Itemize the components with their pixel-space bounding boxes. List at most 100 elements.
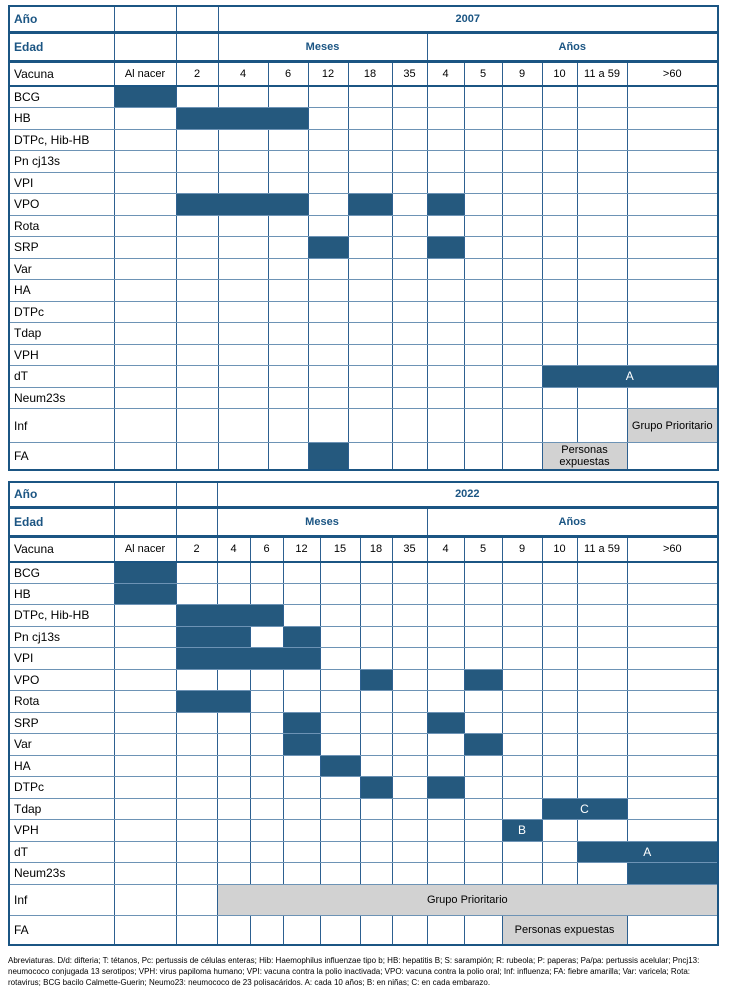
grid-cell [216, 862, 251, 885]
grid-cell [249, 582, 284, 605]
grid-cell [359, 754, 393, 777]
grid-cell [175, 85, 219, 108]
grid-cell [359, 797, 393, 820]
grid-cell [576, 150, 628, 173]
grid-cell [113, 343, 177, 366]
vaccine-row: SRP [8, 711, 719, 734]
grid-cell [463, 150, 503, 173]
grid-cell [576, 236, 628, 259]
grid-cell [307, 300, 349, 323]
tables-container: Año 2007 Edad Meses Años Vacuna Al nacer 2 4 6 12 1… [8, 5, 727, 946]
grid-cell [113, 150, 177, 173]
grid-cell [576, 386, 628, 409]
grid-cell [282, 582, 321, 605]
grid-cell [501, 797, 543, 820]
grid-cell [307, 171, 349, 194]
grid-cell [426, 322, 465, 345]
col-header: >60 [626, 536, 719, 563]
dose-cell [347, 193, 393, 216]
grid-cell [501, 128, 543, 151]
grid-cell [576, 343, 628, 366]
grid-cell [217, 279, 269, 302]
vaccine-row: SRP [8, 236, 719, 259]
grid-cell [626, 647, 719, 670]
grid-cell [282, 862, 321, 885]
grid-cell [576, 711, 628, 734]
grid-cell [249, 625, 284, 648]
grid-cell [426, 582, 465, 605]
grid-cell [249, 668, 284, 691]
vaccine-row: Neum23s [8, 862, 719, 885]
grid-cell [391, 150, 428, 173]
grid-cell [359, 733, 393, 756]
grid-cell [626, 300, 719, 323]
grid-cell [216, 668, 251, 691]
grid-cell [426, 819, 465, 842]
grid-cell [282, 914, 321, 946]
group-cell: Personas expuestas [501, 914, 628, 946]
col-header: 5 [463, 536, 503, 563]
grid-cell [463, 690, 503, 713]
grid-cell [626, 604, 719, 627]
grid-cell [391, 690, 428, 713]
vaccine-label: Neum23s [8, 862, 115, 885]
grid-cell [175, 819, 218, 842]
grid-cell [113, 386, 177, 409]
grid-cell [391, 322, 428, 345]
grid-cell [541, 171, 578, 194]
grid-cell [175, 279, 219, 302]
grid-cell [359, 647, 393, 670]
grid-cell [426, 150, 465, 173]
grid-cell [319, 582, 361, 605]
vaccine-label: Pn cj13s [8, 625, 115, 648]
vaccine-label: Var [8, 733, 115, 756]
grid-cell [626, 236, 719, 259]
grid-cell [391, 625, 428, 648]
col-header: >60 [626, 60, 719, 87]
dose-cell [426, 711, 465, 734]
grid-cell [282, 754, 321, 777]
vaccine-row: HB [8, 107, 719, 130]
grid-cell [347, 300, 393, 323]
grid-cell [501, 442, 543, 470]
grid-cell [113, 690, 177, 713]
grid-cell [501, 150, 543, 173]
grid-cell [426, 862, 465, 885]
grid-cell [217, 236, 269, 259]
grid-cell [113, 914, 177, 946]
dose-cell [626, 862, 719, 885]
col-header: 18 [347, 60, 393, 87]
grid-cell [463, 625, 503, 648]
grid-cell [463, 128, 503, 151]
grid-cell [391, 797, 428, 820]
grid-cell [541, 107, 578, 130]
age-row-label: Edad [8, 31, 115, 63]
grid-cell [463, 85, 503, 108]
grid-cell [175, 668, 218, 691]
col-header: 12 [307, 60, 349, 87]
vaccine-label: Inf [8, 883, 115, 916]
grid-cell [576, 819, 628, 842]
grid-cell [175, 776, 218, 799]
grid-cell [216, 819, 251, 842]
vaccine-label: VPH [8, 819, 115, 842]
col-header: 6 [249, 536, 284, 563]
grid-cell [576, 625, 628, 648]
grid-cell [175, 442, 219, 470]
vaccine-row: Pn cj13s [8, 625, 719, 648]
grid-cell [113, 481, 177, 509]
col-header: 4 [426, 60, 465, 87]
grid-cell [576, 776, 628, 799]
grid-cell [391, 711, 428, 734]
vaccine-label: VPO [8, 668, 115, 691]
dose-cell: A [576, 840, 719, 863]
grid-cell [463, 442, 503, 470]
grid-cell [426, 840, 465, 863]
grid-cell [391, 819, 428, 842]
col-header-birth: Al nacer [113, 536, 177, 563]
grid-cell [626, 322, 719, 345]
grid-cell [319, 604, 361, 627]
grid-cell [541, 128, 578, 151]
grid-cell [319, 711, 361, 734]
vaccine-row: Tdap [8, 322, 719, 345]
